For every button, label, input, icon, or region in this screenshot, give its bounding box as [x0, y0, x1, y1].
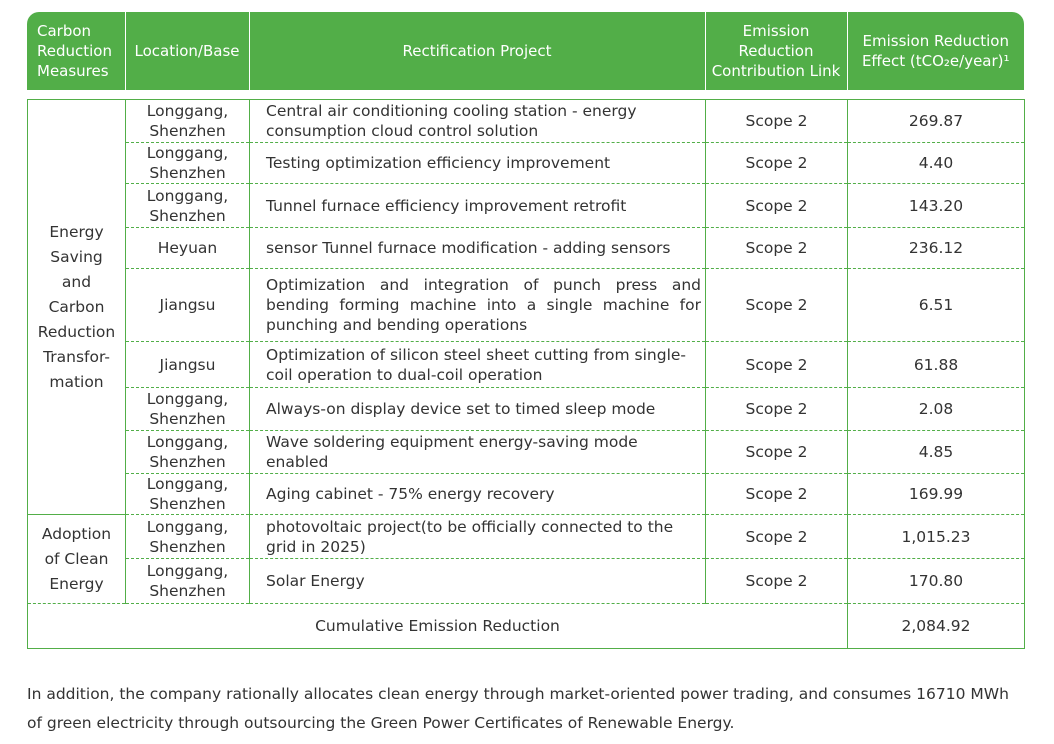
header-cell: Location/Base	[124, 12, 249, 90]
value-cell: 4.85	[847, 430, 1025, 474]
value-cell: 61.88	[847, 341, 1025, 388]
location-cell: Jiangsu	[125, 268, 250, 342]
header-row: Carbon Reduction Measures Location/Base Re…	[27, 12, 1024, 90]
table-row: Jiangsu Optimization and integration of p…	[28, 268, 1025, 342]
table-row: Longgang, Shenzhen Wave soldering equipme…	[28, 430, 1025, 474]
location-cell: Longgang, Shenzhen	[125, 514, 250, 559]
table-row: Adoption of Clean Energy Longgang, Shenzh…	[27, 514, 1025, 604]
scope-cell: Scope 2	[705, 387, 848, 431]
value-cell: 169.99	[847, 473, 1025, 515]
total-row: Cumulative Emission Reduction 2,084.92	[27, 603, 1025, 649]
scope-cell: Scope 2	[705, 183, 848, 228]
group-cell: Energy Saving and Carbon Reduction Trans…	[27, 99, 126, 515]
group-cell: Adoption of Clean Energy	[27, 514, 126, 604]
project-cell: Wave soldering equipment energy-saving m…	[249, 430, 706, 474]
table-row: Longgang, Shenzhen Always-on display devi…	[28, 387, 1025, 431]
table-row: Longgang, Shenzhen Tunnel furnace efficie…	[28, 183, 1025, 228]
location-cell: Longgang, Shenzhen	[125, 99, 250, 143]
scope-cell: Scope 2	[705, 558, 848, 604]
scope-cell: Scope 2	[705, 227, 848, 269]
location-cell: Jiangsu	[125, 341, 250, 388]
header-cell: Rectification Project	[248, 12, 705, 90]
location-cell: Longgang, Shenzhen	[125, 558, 250, 604]
total-label: Cumulative Emission Reduction	[27, 603, 848, 649]
location-cell: Longgang, Shenzhen	[125, 183, 250, 228]
scope-cell: Scope 2	[705, 268, 848, 342]
project-cell: sensor Tunnel furnace modification - add…	[249, 227, 706, 269]
table-row: Energy Saving and Carbon Reduction Trans…	[27, 99, 1025, 515]
footnote: In addition, the company rationally allo…	[27, 684, 1009, 732]
scope-cell: Scope 2	[705, 341, 848, 388]
table-header: Carbon Reduction Measures Location/Base Re…	[27, 12, 1024, 90]
table-wrap: Carbon Reduction Measures Location/Base Re…	[27, 12, 1025, 649]
table-row: Heyuan sensor Tunnel furnace modification…	[28, 227, 1025, 269]
location-cell: Longgang, Shenzhen	[125, 473, 250, 515]
header-cell: Emission Reduction Effect (tCO₂e/year)¹	[846, 12, 1024, 90]
scope-cell: Scope 2	[705, 473, 848, 515]
table-body: Energy Saving and Carbon Reduction Trans…	[27, 99, 1025, 649]
value-cell: 1,015.23	[847, 514, 1025, 559]
project-cell: Tunnel furnace efficiency improvement re…	[249, 183, 706, 228]
project-cell: Optimization and integration of punch pr…	[249, 268, 706, 342]
location-cell: Longgang, Shenzhen	[125, 142, 250, 184]
value-cell: 269.87	[847, 99, 1025, 143]
value-cell: 4.40	[847, 142, 1025, 184]
table-row: Longgang, Shenzhen Aging cabinet - 75% en…	[28, 473, 1025, 515]
scope-cell: Scope 2	[705, 514, 848, 559]
total-value: 2,084.92	[847, 603, 1025, 649]
header-cell: Carbon Reduction Measures	[37, 22, 112, 80]
table-row: Longgang, Shenzhen Testing optimization e…	[28, 142, 1025, 184]
scope-cell: Scope 2	[705, 99, 848, 143]
value-cell: 143.20	[847, 183, 1025, 228]
scope-cell: Scope 2	[705, 142, 848, 184]
project-cell: Central air conditioning cooling station…	[249, 99, 706, 143]
project-cell: Optimization of silicon steel sheet cutt…	[249, 341, 706, 388]
value-cell: 2.08	[847, 387, 1025, 431]
location-cell: Longgang, Shenzhen	[125, 430, 250, 474]
project-cell: photovoltaic project(to be officially co…	[249, 514, 706, 559]
scope-cell: Scope 2	[705, 430, 848, 474]
project-cell: Solar Energy	[249, 558, 706, 604]
project-cell: Always-on display device set to timed sl…	[249, 387, 706, 431]
value-cell: 6.51	[847, 268, 1025, 342]
table-row: Longgang, Shenzhen Solar Energy Scope 2 170…	[28, 558, 1025, 604]
value-cell: 236.12	[847, 227, 1025, 269]
header-cell: Emission Reduction Contribution Link	[704, 12, 847, 90]
table-row: Jiangsu Optimization of silicon steel she…	[28, 341, 1025, 388]
project-cell: Aging cabinet - 75% energy recovery	[249, 473, 706, 515]
location-cell: Longgang, Shenzhen	[125, 387, 250, 431]
project-cell: Testing optimization efficiency improvem…	[249, 142, 706, 184]
location-cell: Heyuan	[125, 227, 250, 269]
value-cell: 170.80	[847, 558, 1025, 604]
